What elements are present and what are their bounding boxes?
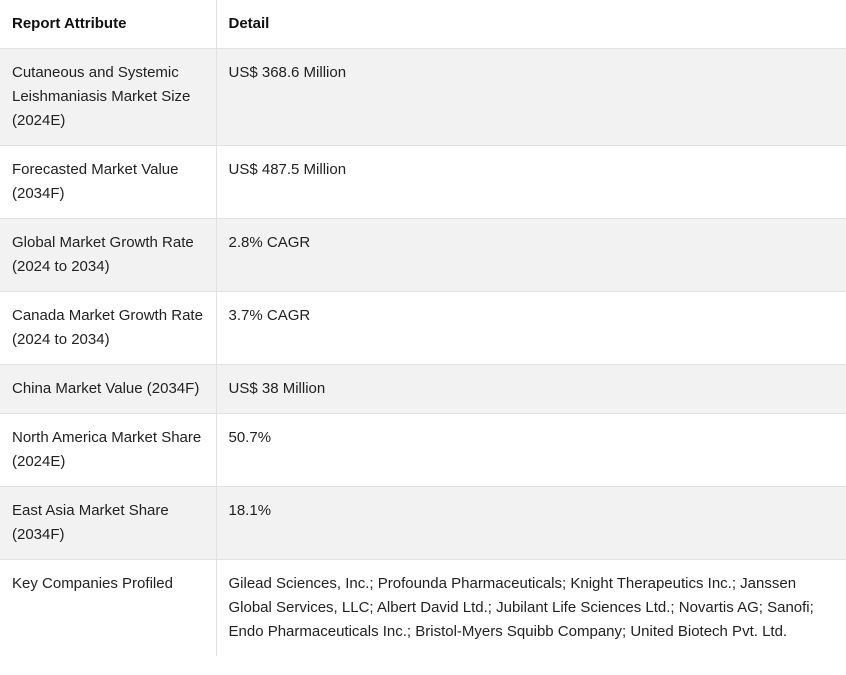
attribute-cell: China Market Value (2034F) xyxy=(0,364,217,414)
attribute-cell: Cutaneous and Systemic Leishmaniasis Mar… xyxy=(0,48,217,146)
table-row: Forecasted Market Value (2034F) US$ 487.… xyxy=(0,145,846,219)
header-report-attribute: Report Attribute xyxy=(0,0,217,49)
table-row: Global Market Growth Rate (2024 to 2034)… xyxy=(0,218,846,292)
table-header: Report Attribute Detail xyxy=(0,0,846,49)
header-detail: Detail xyxy=(216,0,846,49)
detail-cell: US$ 487.5 Million xyxy=(216,145,846,219)
detail-cell: US$ 368.6 Million xyxy=(216,48,846,146)
detail-cell: US$ 38 Million xyxy=(216,364,846,414)
attribute-cell: Global Market Growth Rate (2024 to 2034) xyxy=(0,218,217,292)
attribute-cell: North America Market Share (2024E) xyxy=(0,413,217,487)
detail-cell: Gilead Sciences, Inc.; Profounda Pharmac… xyxy=(216,559,846,656)
attribute-cell: Key Companies Profiled xyxy=(0,559,217,656)
detail-cell: 2.8% CAGR xyxy=(216,218,846,292)
detail-cell: 50.7% xyxy=(216,413,846,487)
detail-cell: 3.7% CAGR xyxy=(216,291,846,365)
attribute-cell: Forecasted Market Value (2034F) xyxy=(0,145,217,219)
detail-cell: 18.1% xyxy=(216,486,846,560)
attribute-cell: East Asia Market Share (2034F) xyxy=(0,486,217,560)
table-row: Key Companies Profiled Gilead Sciences, … xyxy=(0,559,846,656)
table-row: North America Market Share (2024E) 50.7% xyxy=(0,413,846,487)
report-attributes-table: Report Attribute Detail Cutaneous and Sy… xyxy=(0,0,846,656)
table-row: China Market Value (2034F) US$ 38 Millio… xyxy=(0,364,846,414)
table-row: East Asia Market Share (2034F) 18.1% xyxy=(0,486,846,560)
table-body: Cutaneous and Systemic Leishmaniasis Mar… xyxy=(0,48,846,656)
attribute-cell: Canada Market Growth Rate (2024 to 2034) xyxy=(0,291,217,365)
header-row: Report Attribute Detail xyxy=(0,0,846,49)
table-row: Cutaneous and Systemic Leishmaniasis Mar… xyxy=(0,48,846,146)
table-row: Canada Market Growth Rate (2024 to 2034)… xyxy=(0,291,846,365)
